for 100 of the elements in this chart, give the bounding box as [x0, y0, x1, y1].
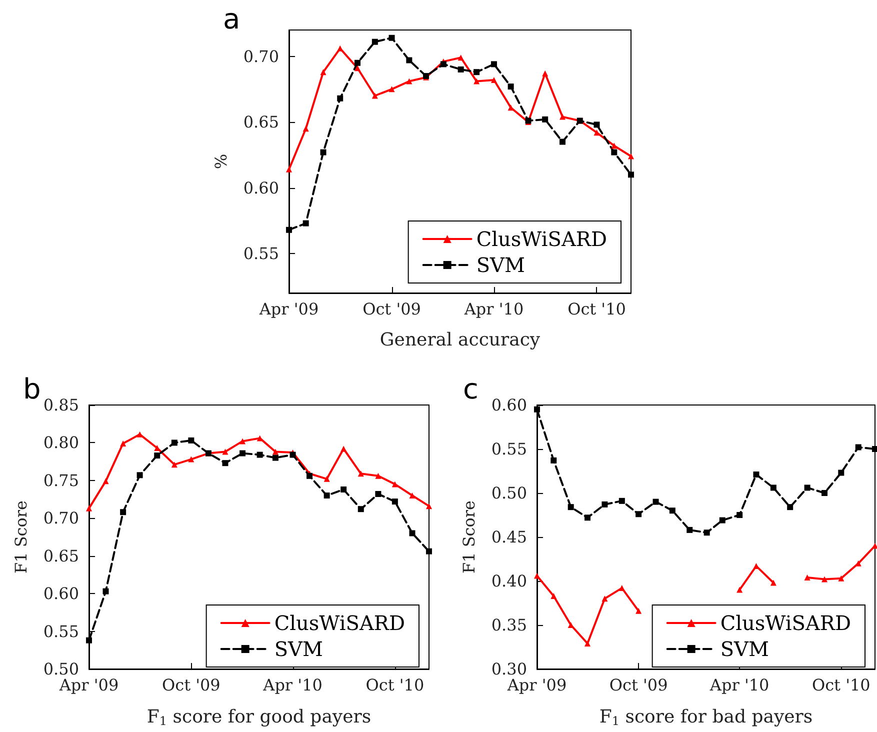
point [611, 149, 618, 156]
x-tick-label: Oct '09 [609, 676, 668, 694]
point [821, 576, 828, 582]
point [804, 484, 810, 491]
legend-label: SVM [274, 637, 323, 661]
point [872, 542, 877, 549]
point [358, 506, 364, 512]
y-tick-label: 0.60 [491, 396, 527, 414]
x-tick-label: Apr '09 [506, 676, 567, 694]
point [753, 472, 760, 478]
point [409, 530, 416, 536]
point [636, 608, 642, 614]
point [340, 486, 347, 492]
point [559, 138, 566, 145]
point [358, 470, 364, 477]
point [594, 122, 600, 128]
y-tick-label: 0.65 [43, 546, 79, 566]
legend-label: SVM [720, 637, 769, 661]
x-tick-label: Oct '10 [812, 676, 870, 694]
point [550, 457, 557, 464]
point [136, 472, 143, 478]
point [652, 498, 659, 505]
point [406, 57, 412, 64]
point [770, 580, 776, 586]
legend-label: SVM [476, 253, 525, 277]
legend-label: ClusWiSARD [476, 227, 608, 251]
y-tick-label: 0.85 [43, 396, 79, 414]
point [102, 588, 109, 594]
point [102, 478, 109, 484]
point [240, 438, 246, 444]
point [337, 95, 344, 102]
point [426, 548, 432, 554]
y-tick-label: 0.40 [491, 572, 527, 590]
point [440, 61, 446, 68]
point [426, 503, 432, 510]
x-tick-label: Oct '10 [366, 676, 424, 694]
point [340, 446, 347, 452]
point [354, 60, 361, 66]
point [354, 65, 361, 72]
y-tick-label: 0.30 [491, 660, 527, 678]
point [171, 440, 178, 446]
point [534, 572, 540, 579]
point [188, 456, 194, 462]
y-tick-label: 0.55 [243, 244, 279, 264]
x-axis-title: F1 score for good payers [146, 706, 372, 728]
point [594, 130, 600, 136]
point [286, 166, 292, 172]
point [120, 440, 126, 446]
point [474, 69, 480, 76]
point [272, 454, 278, 461]
point [86, 637, 92, 644]
chart-title: a [223, 2, 240, 36]
y-tick-label: 0.50 [491, 484, 527, 502]
y-tick-label: 0.70 [43, 508, 79, 528]
y-tick-label: 0.60 [43, 584, 79, 604]
point [602, 596, 608, 602]
point [602, 501, 608, 508]
y-tick-label: 0.60 [243, 178, 279, 198]
y-axis-title: F1 Score [460, 500, 478, 574]
point [669, 508, 676, 514]
point [240, 450, 246, 456]
point [392, 481, 398, 488]
chart-title: c [463, 372, 478, 406]
point [406, 78, 412, 84]
y-axis-title: % [212, 154, 230, 170]
point [286, 226, 292, 233]
point [804, 574, 810, 580]
x-axis-title: General accuracy [380, 330, 541, 350]
point [704, 530, 710, 536]
point [222, 460, 228, 466]
point [320, 69, 326, 76]
y-tick-label: 0.80 [43, 433, 79, 452]
point [618, 585, 625, 592]
point [320, 149, 326, 156]
y-tick-label: 0.35 [491, 616, 527, 634]
y-tick-label: 0.50 [43, 660, 79, 678]
point [686, 526, 693, 533]
point [392, 498, 398, 505]
point [272, 448, 278, 455]
point [584, 514, 591, 521]
point [188, 437, 194, 444]
y-tick-label: 0.55 [491, 440, 527, 458]
point [508, 84, 514, 90]
point [490, 61, 497, 68]
point [736, 586, 743, 593]
point [618, 498, 625, 504]
point [388, 86, 395, 92]
point [838, 470, 844, 476]
point [154, 452, 160, 459]
x-tick-label: Apr '10 [463, 300, 524, 318]
y-tick-label: 0.55 [43, 622, 79, 641]
point [458, 54, 464, 61]
point [787, 504, 794, 510]
x-tick-label: Oct '09 [362, 300, 421, 318]
point [736, 512, 743, 518]
point [388, 34, 395, 41]
point [584, 640, 591, 646]
point [324, 492, 330, 499]
point [550, 592, 557, 599]
point [474, 78, 480, 84]
